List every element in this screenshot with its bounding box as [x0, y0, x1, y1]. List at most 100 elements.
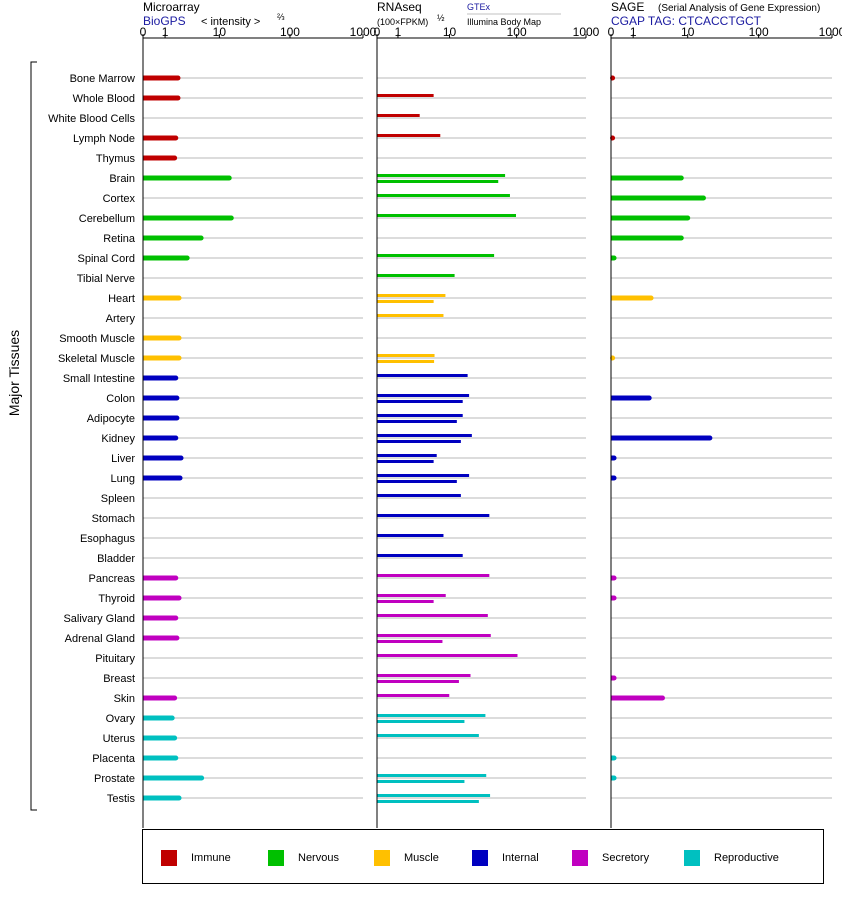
- bar: [611, 395, 650, 401]
- panel-title-microarray: Microarray: [143, 0, 200, 14]
- bar: [143, 635, 177, 641]
- bar: [143, 615, 176, 621]
- bar: [377, 94, 434, 97]
- panel-note-intensity-exponent: ⅔: [277, 12, 285, 22]
- tissue-label: Colon: [106, 393, 135, 405]
- legend-item-immune: Immune: [161, 850, 231, 866]
- bar-cap: [611, 775, 617, 781]
- bar: [377, 414, 463, 417]
- bar-cap: [700, 195, 706, 201]
- bar: [143, 355, 180, 361]
- bar: [611, 695, 663, 701]
- bar-cap: [685, 215, 691, 221]
- bar-cap: [173, 435, 179, 441]
- bar: [143, 455, 182, 461]
- bar: [143, 735, 175, 741]
- x-tick-label: 1000: [819, 25, 842, 39]
- bar: [377, 454, 437, 457]
- bar-cap: [176, 595, 182, 601]
- panel-title-sage: SAGE: [611, 0, 644, 14]
- tissue-label: Whole Blood: [73, 93, 135, 105]
- bar: [377, 420, 457, 423]
- legend-item-muscle: Muscle: [374, 850, 439, 866]
- bars: [143, 75, 713, 803]
- bar-cap: [176, 295, 182, 301]
- x-tick-label: 1: [630, 25, 637, 39]
- tissue-label: Kidney: [101, 433, 135, 445]
- bar-cap: [173, 755, 179, 761]
- bar-cap: [611, 455, 617, 461]
- bar-cap: [173, 375, 179, 381]
- panel-subtitle-fpkm: (100×FPKM): [377, 17, 428, 27]
- bar: [377, 180, 499, 183]
- panel-title-rnaseq: RNAseq: [377, 0, 422, 14]
- bar: [143, 695, 175, 701]
- bar-cap: [174, 395, 180, 401]
- x-tick-label: 1: [162, 25, 169, 39]
- legend-item-internal: Internal: [472, 850, 539, 866]
- bar: [377, 354, 435, 357]
- x-tick-label: 100: [280, 25, 300, 39]
- bar-cap: [172, 155, 178, 161]
- bar: [143, 715, 173, 721]
- legend-swatch: [268, 850, 284, 866]
- tissue-label: Adipocyte: [87, 413, 135, 425]
- bar: [377, 254, 495, 257]
- bar: [143, 175, 230, 181]
- bar-cap: [611, 595, 617, 601]
- panel-subtitle-biogps: BioGPS: [143, 14, 186, 28]
- panel-subtitle-cgap-tag: CGAP TAG: CTCACCTGCT: [611, 14, 762, 28]
- bar-cap: [173, 135, 179, 141]
- bar: [377, 194, 510, 197]
- legend-label: Secretory: [602, 852, 650, 864]
- bar: [377, 400, 463, 403]
- x-tick-label: 0: [374, 25, 381, 39]
- tissue-label: Esophagus: [80, 533, 136, 545]
- x-tick-label: 1: [395, 25, 402, 39]
- bar: [377, 360, 435, 363]
- bar-cap: [175, 75, 181, 81]
- tissue-label: Spinal Cord: [78, 253, 135, 265]
- bar: [377, 680, 459, 683]
- bar: [377, 434, 472, 437]
- bar-cap: [176, 355, 182, 361]
- tissue-label: Salivary Gland: [63, 613, 135, 625]
- bar: [377, 374, 468, 377]
- legend-swatch: [684, 850, 700, 866]
- tissue-label: Pancreas: [89, 573, 136, 585]
- bar-cap: [176, 795, 182, 801]
- x-tick-label: 1000: [573, 25, 600, 39]
- tissue-label: White Blood Cells: [48, 113, 135, 125]
- legend-swatch: [572, 850, 588, 866]
- bar-cap: [707, 435, 713, 441]
- bar-cap: [174, 415, 180, 421]
- tissue-label: Prostate: [94, 773, 135, 785]
- bar: [611, 235, 682, 241]
- bar-cap: [611, 475, 617, 481]
- bar-cap: [172, 735, 178, 741]
- panel-note-illumina: Illumina Body Map: [467, 17, 541, 27]
- bar: [143, 95, 178, 101]
- tissue-label: Smooth Muscle: [59, 333, 135, 345]
- bar: [143, 435, 176, 441]
- tissue-label: Small Intestine: [63, 373, 135, 385]
- legend-swatch: [374, 850, 390, 866]
- legend-label: Internal: [502, 852, 539, 864]
- bar-cap: [173, 615, 179, 621]
- tissue-label: Cerebellum: [79, 213, 135, 225]
- tissue-label: Liver: [111, 453, 135, 465]
- bar: [377, 594, 446, 597]
- tissue-label: Pituitary: [95, 653, 135, 665]
- tissue-label: Brain: [109, 173, 135, 185]
- tissue-label: Uterus: [103, 733, 136, 745]
- tissue-label: Testis: [107, 793, 136, 805]
- bar-cap: [678, 235, 684, 241]
- tissue-label: Thymus: [96, 153, 136, 165]
- x-tick-label: 10: [681, 25, 695, 39]
- bar-cap: [175, 95, 181, 101]
- tissue-label: Bladder: [97, 553, 135, 565]
- bar: [377, 474, 470, 477]
- tissue-label: Lymph Node: [73, 133, 135, 145]
- bar-cap: [678, 175, 684, 181]
